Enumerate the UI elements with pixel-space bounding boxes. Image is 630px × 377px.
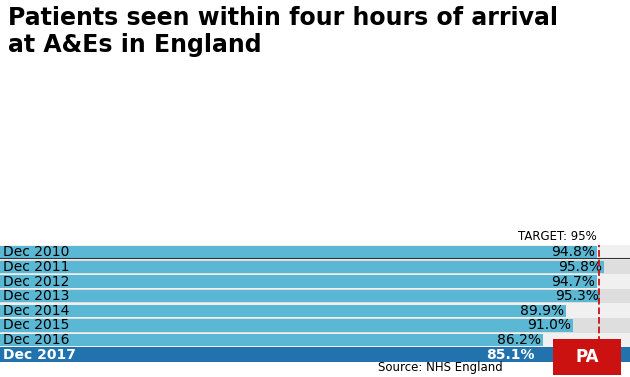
Text: 95.3%: 95.3% xyxy=(554,289,598,303)
Text: Dec 2016: Dec 2016 xyxy=(3,333,70,347)
Text: Dec 2015: Dec 2015 xyxy=(3,319,69,333)
Bar xyxy=(0,303,630,318)
Text: 94.7%: 94.7% xyxy=(551,274,595,288)
Bar xyxy=(0,245,630,260)
Bar xyxy=(0,333,630,347)
Text: Dec 2012: Dec 2012 xyxy=(3,274,69,288)
Bar xyxy=(0,347,630,362)
Bar xyxy=(0,289,630,303)
Bar xyxy=(0,274,630,289)
Text: 86.2%: 86.2% xyxy=(497,333,541,347)
Text: 91.0%: 91.0% xyxy=(527,319,571,333)
Bar xyxy=(0,275,597,288)
Text: Dec 2013: Dec 2013 xyxy=(3,289,69,303)
Text: Dec 2017: Dec 2017 xyxy=(3,348,76,362)
Text: Dec 2014: Dec 2014 xyxy=(3,304,69,318)
Text: Patients seen within four hours of arrival
at A&Es in England: Patients seen within four hours of arriv… xyxy=(8,6,558,57)
Text: 89.9%: 89.9% xyxy=(520,304,564,318)
Bar xyxy=(0,246,597,259)
Text: 85.1%: 85.1% xyxy=(486,348,534,362)
Bar xyxy=(0,305,566,317)
Text: 94.8%: 94.8% xyxy=(551,245,595,259)
Text: Dec 2010: Dec 2010 xyxy=(3,245,69,259)
Bar xyxy=(0,290,600,302)
Bar xyxy=(0,334,543,346)
Text: TARGET: 95%: TARGET: 95% xyxy=(518,230,597,243)
Bar xyxy=(0,260,630,274)
Bar xyxy=(0,348,536,361)
Bar xyxy=(0,319,573,332)
Bar xyxy=(0,261,604,273)
Text: PA: PA xyxy=(575,348,599,366)
Text: Source: NHS England: Source: NHS England xyxy=(378,361,503,374)
Bar xyxy=(0,318,630,333)
Text: Dec 2011: Dec 2011 xyxy=(3,260,70,274)
Text: 95.8%: 95.8% xyxy=(558,260,602,274)
